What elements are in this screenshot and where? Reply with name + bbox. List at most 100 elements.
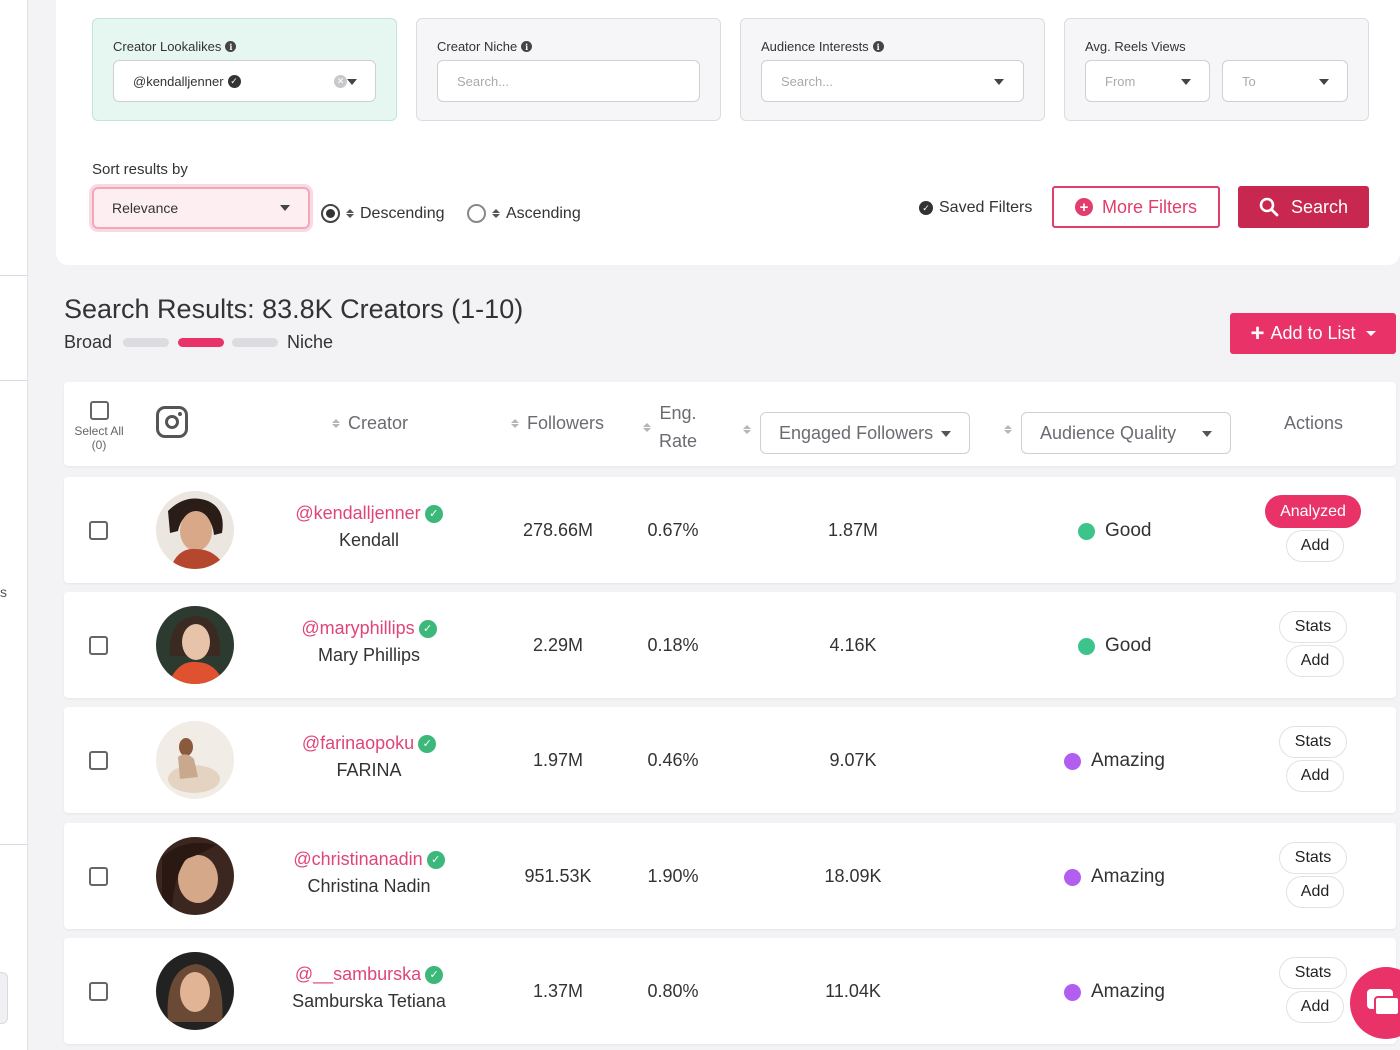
verified-icon: ✓ [418, 619, 437, 638]
filter-label: Audience Interests i [761, 39, 884, 54]
filter-creator-niche: Creator Niche i Search... [416, 18, 721, 121]
search-button[interactable]: Search [1238, 186, 1369, 228]
add-button[interactable]: Add [1286, 760, 1344, 792]
creator-name: Christina Nadin [307, 876, 431, 896]
select-all-checkbox[interactable] [89, 401, 109, 420]
column-eng-rate[interactable]: Eng. Rate [643, 399, 697, 455]
avatar[interactable] [156, 721, 234, 799]
followers-value: 951.53K [524, 866, 592, 886]
lookalikes-select[interactable]: @kendalljenner ✓ ✕ [113, 60, 376, 102]
add-button[interactable]: Add [1286, 530, 1344, 562]
broad-niche-segment-active[interactable] [178, 338, 224, 347]
add-to-list-button[interactable]: + Add to List [1230, 313, 1396, 354]
chevron-down-icon [1365, 331, 1376, 336]
row-checkbox[interactable] [89, 636, 108, 655]
info-icon[interactable]: i [225, 41, 237, 52]
row-checkbox[interactable] [89, 521, 108, 540]
chat-widget-button[interactable] [1350, 967, 1400, 1039]
creator-cell: @christinanadin ✓ Christina Nadin [269, 849, 469, 897]
sort-icon [332, 419, 340, 428]
creator-cell: @farinaopoku ✓ FARINA [269, 733, 469, 781]
creator-handle-link[interactable]: @christinanadin ✓ [293, 849, 445, 870]
select-all[interactable]: Select All (0) [69, 401, 129, 452]
verified-icon: ✓ [418, 734, 437, 753]
avatar[interactable] [156, 491, 234, 569]
table-row: @kendalljenner ✓ Kendall 278.66M 0.67% 1… [64, 477, 1396, 583]
verified-icon: ✓ [426, 850, 445, 869]
add-button[interactable]: Add [1286, 876, 1344, 908]
verified-icon: ✓ [425, 965, 444, 984]
creator-name: Mary Phillips [317, 645, 421, 665]
chevron-down-icon [941, 431, 951, 437]
quality-dot [1064, 868, 1081, 886]
creator-name: Kendall [338, 530, 400, 550]
broad-niche-segment[interactable] [123, 338, 169, 347]
row-checkbox[interactable] [89, 751, 108, 770]
creator-handle-link[interactable]: @maryphillips ✓ [301, 618, 437, 639]
add-button[interactable]: Add [1286, 645, 1344, 677]
creator-name: Samburska Tetiana [292, 991, 446, 1011]
stats-button[interactable]: Stats [1279, 611, 1347, 643]
chevron-down-icon[interactable] [1181, 79, 1191, 85]
reels-from-select[interactable]: From [1085, 60, 1210, 102]
stats-button[interactable]: Stats [1279, 842, 1347, 874]
sort-icon[interactable] [1004, 425, 1012, 434]
avatar[interactable] [156, 952, 234, 1030]
filter-label: Creator Niche i [437, 39, 533, 54]
broad-niche-segment[interactable] [232, 338, 278, 347]
stats-button[interactable]: Stats [1279, 957, 1347, 989]
chevron-down-icon[interactable] [280, 205, 290, 211]
radio-descending[interactable] [321, 204, 340, 223]
engaged-followers-value: 11.04K [825, 981, 881, 1001]
niche-search-input[interactable]: Search... [437, 60, 700, 102]
radio-ascending[interactable] [467, 204, 486, 223]
column-creator[interactable]: Creator [332, 413, 408, 434]
quality-dot [1064, 752, 1081, 770]
table-row: @farinaopoku ✓ FARINA 1.97M 0.46% 9.07K … [64, 707, 1396, 813]
followers-value: 2.29M [532, 635, 584, 655]
row-checkbox[interactable] [89, 982, 108, 1001]
sort-icon[interactable] [743, 425, 751, 434]
creator-handle-link[interactable]: @farinaopoku ✓ [302, 733, 437, 754]
clear-icon[interactable]: ✕ [334, 75, 347, 88]
avatar[interactable] [156, 837, 234, 915]
check-circle-icon: ✓ [919, 201, 933, 215]
info-icon[interactable]: i [521, 41, 533, 52]
analyzed-button[interactable]: Analyzed [1265, 495, 1361, 528]
chat-icon-secondary [1374, 996, 1400, 1016]
sidebar-fragment: s [0, 584, 7, 600]
creator-cell: @kendalljenner ✓ Kendall [269, 503, 469, 551]
engaged-followers-dropdown[interactable]: Engaged Followers [760, 412, 970, 454]
creator-handle-link[interactable]: @kendalljenner ✓ [295, 503, 443, 524]
more-filters-button[interactable]: + More Filters [1052, 186, 1220, 228]
table-row: @__samburska ✓ Samburska Tetiana 1.37M 0… [64, 938, 1396, 1044]
saved-filters-button[interactable]: ✓ Saved Filters [919, 199, 1032, 217]
creator-cell: @maryphillips ✓ Mary Phillips [269, 618, 469, 666]
row-checkbox[interactable] [89, 867, 108, 886]
avatar[interactable] [156, 606, 234, 684]
filter-label: Avg. Reels Views [1085, 39, 1186, 54]
reels-to-select[interactable]: To [1222, 60, 1348, 102]
chevron-down-icon[interactable] [994, 79, 1004, 85]
sidebar-collapse-tab[interactable] [0, 972, 8, 1024]
results-title: Search Results: 83.8K Creators (1-10) [64, 294, 524, 324]
stats-button[interactable]: Stats [1279, 726, 1347, 758]
interests-select[interactable]: Search... [761, 60, 1024, 102]
audience-quality: Good [1078, 635, 1151, 657]
creator-cell: @__samburska ✓ Samburska Tetiana [269, 964, 469, 1012]
verified-icon: ✓ [424, 504, 443, 523]
audience-quality-dropdown[interactable]: Audience Quality [1021, 412, 1231, 454]
info-icon[interactable]: i [872, 41, 884, 52]
sort-select[interactable]: Relevance [92, 187, 310, 229]
sort-descending[interactable]: Descending [321, 204, 445, 223]
followers-value: 278.66M [522, 520, 594, 540]
quality-dot [1078, 522, 1095, 540]
column-followers[interactable]: Followers [511, 413, 604, 434]
sort-ascending[interactable]: Ascending [467, 204, 581, 223]
add-button[interactable]: Add [1286, 991, 1344, 1023]
chevron-down-icon[interactable] [1319, 79, 1329, 85]
creator-handle-link[interactable]: @__samburska ✓ [295, 964, 444, 985]
chevron-down-icon[interactable] [347, 79, 357, 85]
table-row: @maryphillips ✓ Mary Phillips 2.29M 0.18… [64, 592, 1396, 698]
sort-label: Sort results by [92, 161, 188, 178]
